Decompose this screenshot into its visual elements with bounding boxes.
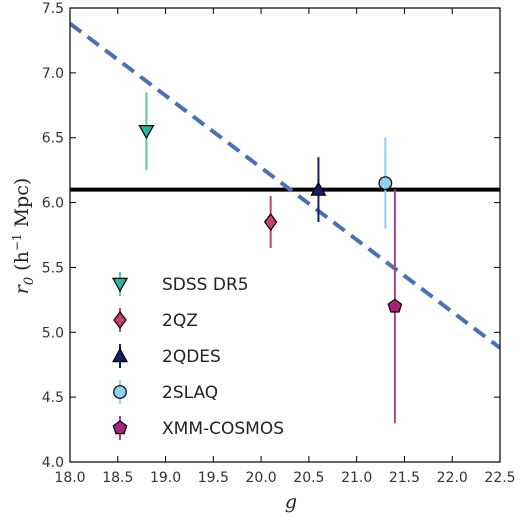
x-tick-label: 19.5 <box>198 470 229 486</box>
legend-label-xmm-cosmos: XMM-COSMOS <box>162 419 284 439</box>
y-axis-label-main: r <box>11 283 33 294</box>
y-tick-label: 5.0 <box>42 325 64 341</box>
legend-marker-2qdes <box>111 347 129 363</box>
legend-marker-2slaq <box>113 385 127 399</box>
legend: SDSS DR5 2QZ 2QDES 2SLAQ XMM-COSMOS <box>111 272 284 440</box>
x-tick-label: 19.0 <box>150 470 181 486</box>
legend-label-2slaq: 2SLAQ <box>162 383 218 403</box>
point-2qz <box>263 212 278 232</box>
legend-item-2qdes: 2QDES <box>111 344 221 368</box>
legend-marker-sdss-dr5 <box>111 277 129 293</box>
y-axis-label-open: (h <box>11 251 33 277</box>
dashed-fit-line <box>70 21 500 350</box>
x-tick-label: 22.5 <box>484 470 515 486</box>
point-sdss-dr5 <box>138 124 155 140</box>
x-tick-label: 21.0 <box>341 470 372 486</box>
x-axis-label: g <box>285 491 297 513</box>
y-tick-label: 7.0 <box>42 66 64 82</box>
y-tick-label: 5.5 <box>42 260 64 276</box>
plot-frame <box>69 7 501 463</box>
legend-item-2qz: 2QZ <box>113 308 198 332</box>
point-2qdes <box>310 181 327 196</box>
y-axis-label-close: Mpc) <box>11 178 33 234</box>
legend-item-2slaq: 2SLAQ <box>113 380 218 404</box>
legend-marker-xmm-cosmos <box>112 420 128 435</box>
axes: 18.0 18.5 19.0 19.5 20.0 20.5 21.0 21.5 22.0 22.5… <box>42 1 516 486</box>
plot-area <box>70 21 500 424</box>
x-tick-label: 18.5 <box>102 470 133 486</box>
y-tick-label: 7.5 <box>42 1 64 17</box>
y-axis-label: r0 (h−1 Mpc) <box>10 178 37 295</box>
point-xmm-cosmos <box>387 298 403 313</box>
legend-label-2qdes: 2QDES <box>162 347 221 367</box>
y-axis-label-sup: −1 <box>10 233 24 251</box>
y-tick-label: 4.0 <box>42 455 64 471</box>
legend-item-xmm-cosmos: XMM-COSMOS <box>112 416 284 440</box>
y-tick-label: 4.5 <box>42 390 64 406</box>
legend-label-sdss-dr5: SDSS DR5 <box>162 275 249 295</box>
x-tick-label: 20.0 <box>246 470 277 486</box>
x-tick-label: 21.5 <box>389 470 420 486</box>
x-tick-label: 20.5 <box>293 470 324 486</box>
x-tick-label: 22.0 <box>437 470 468 486</box>
y-axis-label-sub: 0 <box>22 277 37 285</box>
legend-marker-2qz <box>113 310 127 330</box>
plot-inner <box>70 21 500 424</box>
point-2slaq <box>378 176 393 191</box>
y-tick-label: 6.0 <box>42 196 64 212</box>
legend-item-sdss-dr5: SDSS DR5 <box>111 272 249 296</box>
legend-label-2qz: 2QZ <box>162 311 198 331</box>
y-tick-label: 6.5 <box>42 131 64 147</box>
x-tick-label: 18.0 <box>54 470 85 486</box>
